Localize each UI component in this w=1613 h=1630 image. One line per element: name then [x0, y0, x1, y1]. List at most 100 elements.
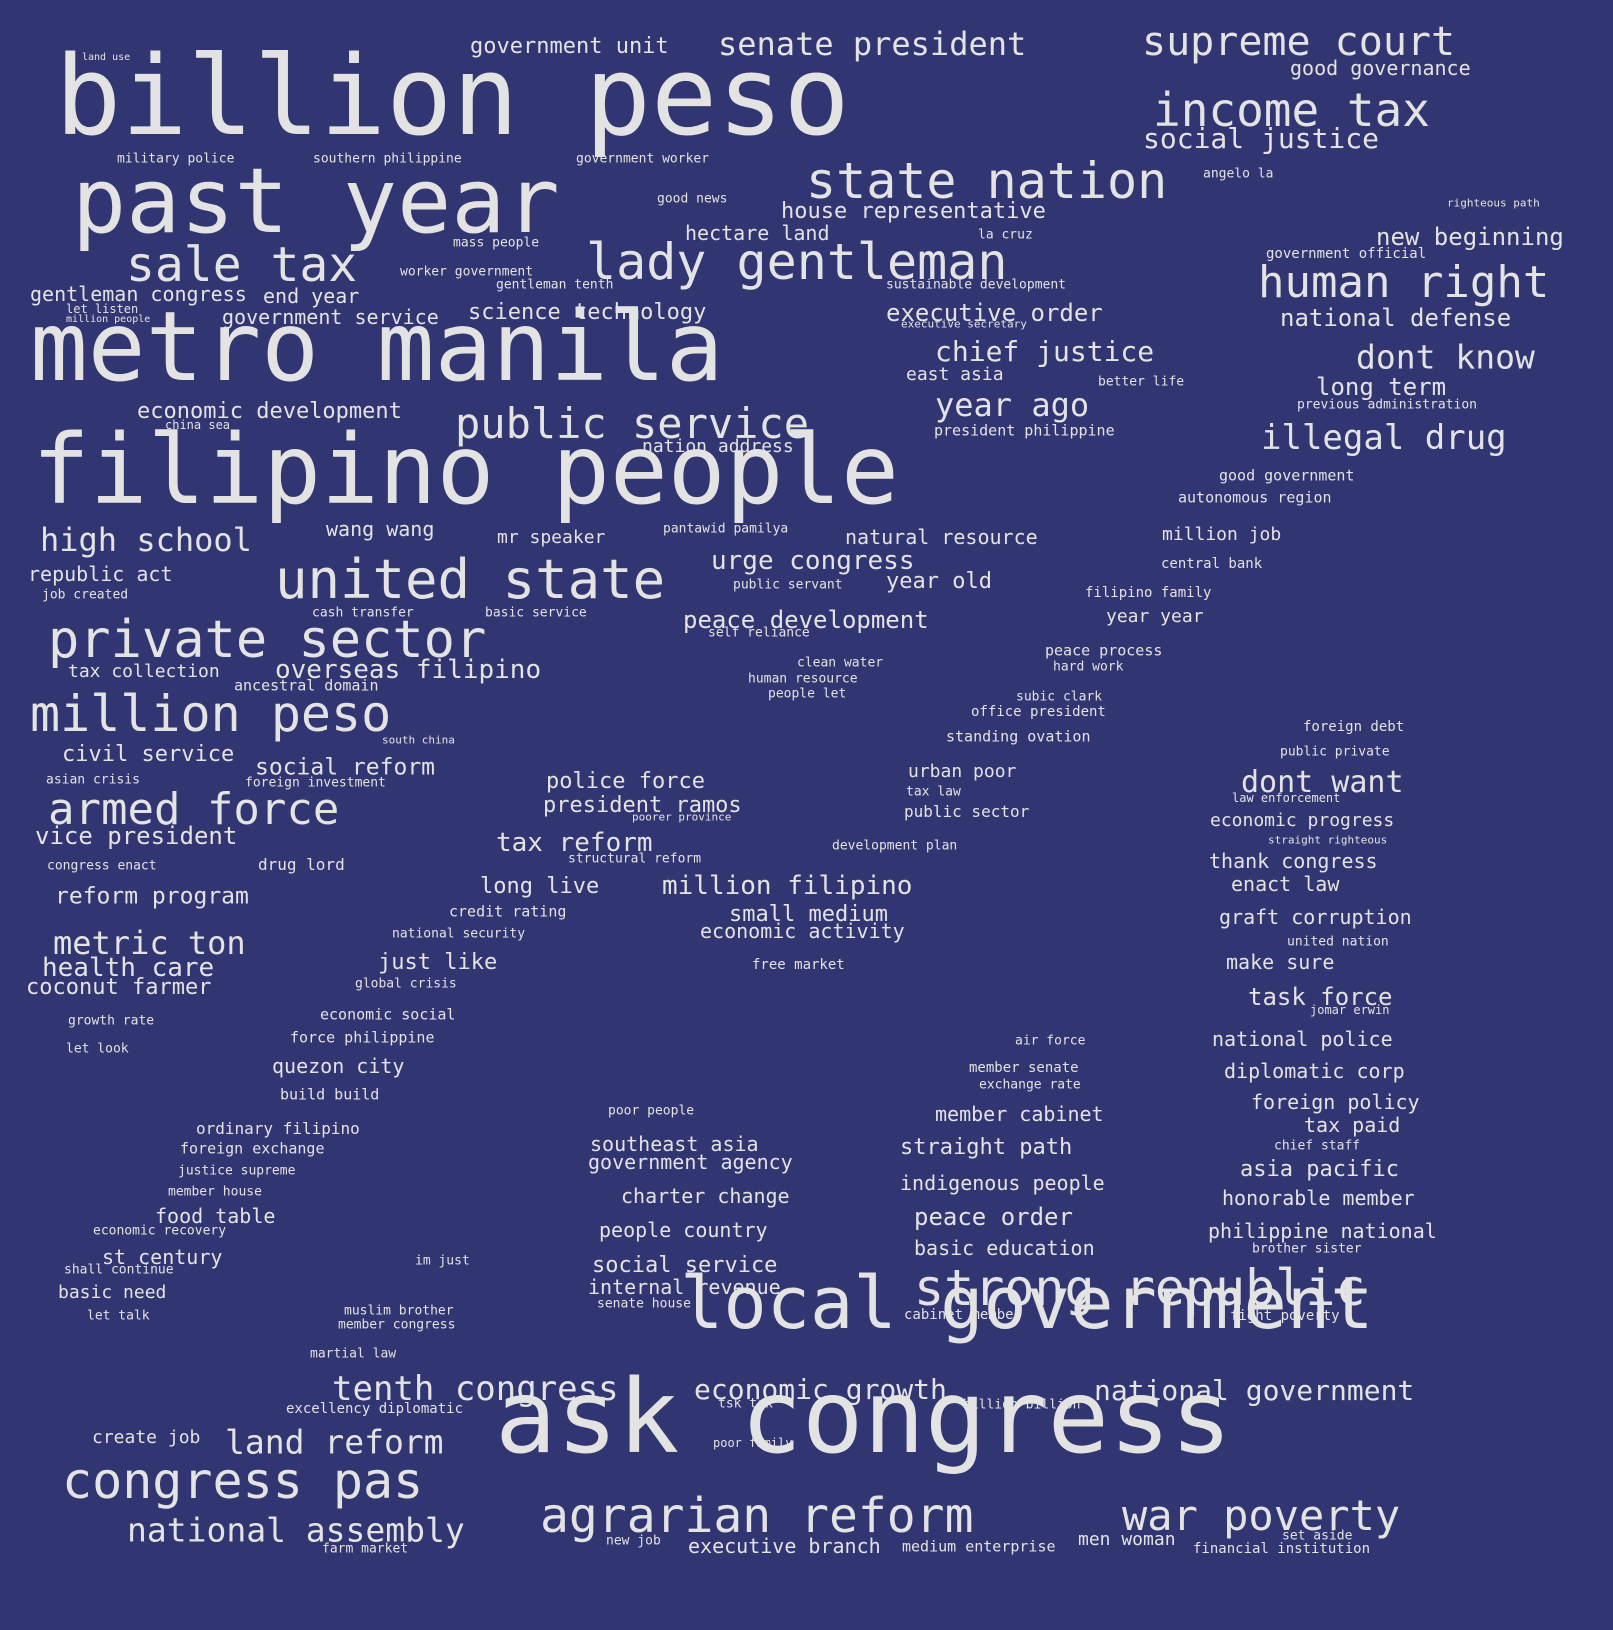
word: member house: [168, 1184, 262, 1200]
word: exchange rate: [979, 1077, 1081, 1093]
word: economic activity: [700, 919, 905, 943]
word: national security: [392, 926, 526, 942]
word: national assembly: [127, 1510, 465, 1550]
word: set aside: [1282, 1528, 1353, 1544]
word: straight path: [900, 1135, 1073, 1160]
word: long term: [1316, 373, 1447, 401]
word: peace process: [1045, 641, 1163, 660]
word: small medium: [729, 902, 888, 927]
word: national defense: [1280, 304, 1512, 332]
word: million job: [1162, 524, 1282, 545]
word: basic service: [485, 605, 587, 621]
word: land use: [82, 52, 131, 63]
word: united nation: [1287, 934, 1389, 950]
word: million filipino: [662, 871, 913, 901]
word: basic need: [58, 1282, 167, 1303]
word: president philippine: [934, 421, 1115, 440]
word: men woman: [1078, 1529, 1176, 1550]
word: gentleman tenth: [496, 277, 614, 293]
word: executive order: [886, 299, 1103, 327]
word: hectare land: [685, 221, 830, 245]
word: filipino family: [1085, 585, 1212, 601]
word: central bank: [1161, 556, 1263, 572]
word: social service: [592, 1253, 778, 1278]
word: southern philippine: [313, 151, 462, 167]
word: st century: [102, 1245, 223, 1269]
word: reform program: [55, 883, 249, 910]
word: ordinary filipino: [196, 1119, 360, 1138]
word: congress pas: [62, 1452, 424, 1510]
word: medium enterprise: [902, 1537, 1056, 1556]
word: member senate: [969, 1060, 1079, 1076]
word: social reform: [255, 754, 436, 781]
word: national government: [1094, 1374, 1415, 1407]
word: development plan: [832, 838, 958, 854]
word: tax reform: [496, 828, 653, 858]
word: shall continue: [64, 1262, 174, 1278]
word: ancestral domain: [234, 676, 379, 695]
word: drug lord: [258, 855, 345, 874]
word: chief justice: [935, 335, 1155, 368]
word: global crisis: [355, 976, 457, 992]
word: force philippine: [290, 1028, 435, 1047]
word: income tax: [1153, 83, 1430, 137]
word: million peso: [30, 685, 392, 743]
word: billion peso: [55, 32, 850, 160]
word: martial law: [310, 1346, 397, 1362]
word: let listen: [66, 302, 139, 316]
word: human right: [1258, 257, 1550, 308]
word: executive secretary: [901, 317, 1027, 331]
word: poor people: [608, 1103, 695, 1119]
word: growth rate: [68, 1013, 155, 1029]
word: government worker: [576, 151, 710, 167]
word: tax collection: [68, 661, 220, 682]
word: economic progress: [1210, 810, 1395, 831]
word: government unit: [470, 34, 669, 59]
word: foreign exchange: [180, 1139, 325, 1158]
word: make sure: [1226, 950, 1335, 974]
word: quezon city: [272, 1054, 405, 1078]
word: long live: [480, 874, 600, 899]
word: let look: [66, 1041, 129, 1057]
word: united state: [275, 548, 666, 611]
word: human resource: [748, 671, 858, 687]
word: asian crisis: [46, 772, 140, 788]
word: agrarian reform: [540, 1488, 974, 1544]
word: fight poverty: [1230, 1308, 1340, 1324]
word: tsk tsk: [718, 1396, 773, 1412]
word: government agency: [588, 1150, 793, 1174]
word: coconut farmer: [26, 975, 212, 1000]
word: enact law: [1231, 872, 1340, 896]
word: south china: [382, 733, 455, 747]
word: subic clark: [1016, 689, 1103, 705]
word: land reform: [225, 1422, 444, 1462]
word: poor family: [713, 1436, 793, 1450]
word: office president: [971, 704, 1106, 720]
word: science technology: [468, 300, 707, 325]
word: police force: [546, 769, 705, 794]
word: air force: [1015, 1033, 1086, 1049]
word: high school: [40, 521, 252, 559]
word: filipino people: [32, 414, 899, 526]
word: farm market: [322, 1541, 409, 1557]
word: public sector: [904, 802, 1030, 821]
word: tax law: [906, 784, 961, 800]
word: honorable member: [1222, 1186, 1415, 1210]
word: economic growth: [694, 1373, 947, 1406]
word: new beginning: [1376, 223, 1564, 251]
word: build build: [280, 1085, 380, 1104]
word: year old: [886, 569, 992, 594]
word: local government: [680, 1261, 1374, 1345]
word: thank congress: [1209, 849, 1378, 873]
word: good news: [657, 191, 728, 207]
word: economic recovery: [93, 1223, 227, 1239]
word: basic education: [914, 1236, 1095, 1260]
word: strong republic: [914, 1259, 1366, 1317]
word: congress enact: [47, 858, 157, 874]
word: tax paid: [1304, 1113, 1401, 1137]
word: year ago: [935, 386, 1090, 424]
word: dont want: [1241, 765, 1404, 800]
word: china sea: [165, 418, 231, 432]
word: foreign debt: [1303, 719, 1405, 735]
